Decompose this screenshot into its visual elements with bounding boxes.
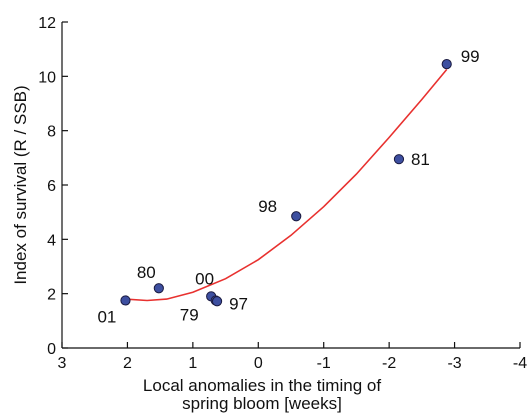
- point-label-00: 00: [195, 269, 214, 288]
- fit-curve-line: [125, 68, 448, 302]
- data-point-80: [153, 283, 164, 294]
- x-tick-label: -2: [382, 355, 396, 372]
- y-tick-label: 12: [38, 15, 56, 32]
- x-axis-title-line-1: Local anomalies in the timing of: [143, 376, 381, 395]
- y-ticks: 0 2 4 6 8 10 12: [38, 15, 68, 358]
- y-tick-label: 8: [47, 124, 56, 141]
- x-ticks: 3 2 1 0 -1 -2 -3 -4: [58, 342, 527, 372]
- y-tick-label: 0: [47, 341, 56, 358]
- y-tick-label: 6: [47, 178, 56, 195]
- x-axis-title-line-2: spring bloom [weeks]: [182, 394, 342, 413]
- x-tick-label: -4: [513, 355, 527, 372]
- x-tick-label: 0: [254, 355, 263, 372]
- y-tick-label: 4: [47, 232, 56, 249]
- y-tick-label: 2: [47, 287, 56, 304]
- data-point-99: [441, 59, 452, 70]
- data-point-97: [211, 296, 223, 307]
- point-label-81: 81: [411, 150, 430, 169]
- point-label-79: 79: [180, 305, 199, 324]
- x-tick-label: -1: [317, 355, 331, 372]
- x-tick-label: -3: [447, 355, 461, 372]
- point-label-80: 80: [137, 263, 156, 282]
- y-axis-title: Index of survival (R / SSB): [11, 85, 30, 284]
- point-label-97: 97: [229, 294, 248, 313]
- data-point-01: [120, 295, 131, 306]
- point-label-01: 01: [97, 307, 116, 326]
- data-point-81: [393, 154, 405, 165]
- y-tick-label: 10: [38, 69, 56, 86]
- x-tick-label: 2: [123, 355, 132, 372]
- data-point-98: [291, 211, 302, 222]
- point-labels: 01 80 00 79 97 98 81 99: [97, 47, 479, 326]
- data-points: [120, 59, 452, 307]
- point-label-99: 99: [461, 47, 480, 66]
- x-tick-label: 1: [188, 355, 197, 372]
- point-label-98: 98: [258, 197, 277, 216]
- x-tick-label: 3: [58, 355, 67, 372]
